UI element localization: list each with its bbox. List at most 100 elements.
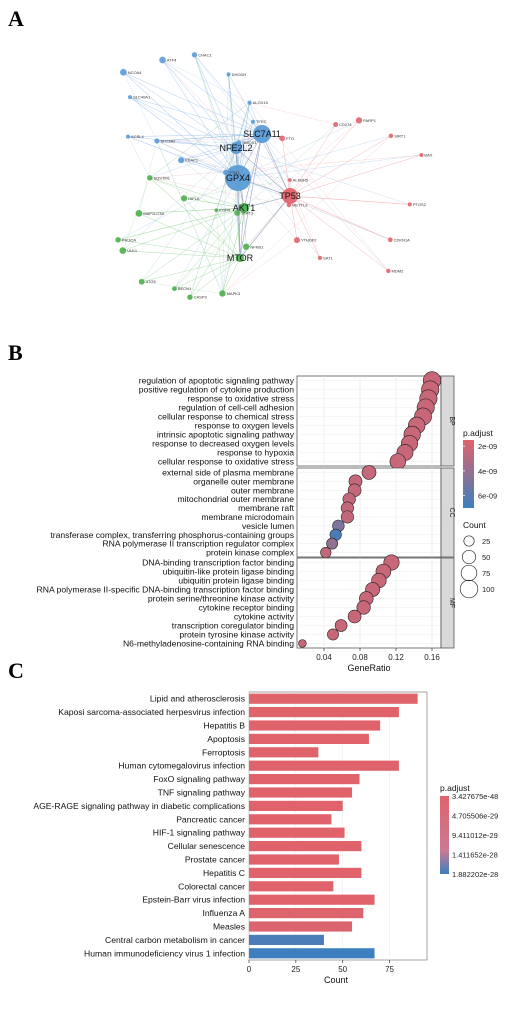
category-label: Colorectal cancer	[178, 881, 245, 891]
network-node-label: METTL3	[292, 203, 308, 208]
network-node-label: FTH1	[229, 170, 240, 175]
network-graph: GPX4 SLC7A11 NFE2L2 TP53 AKT1 MTOR TFRC HMOX1 FT…	[115, 52, 433, 300]
network-edge	[117, 177, 239, 241]
size-legend-circle	[461, 549, 477, 565]
color-legend-title: p.adjust	[463, 428, 493, 438]
network-node-label: PARP1	[363, 118, 377, 123]
network-node-label: STAT3	[241, 210, 254, 215]
network-edge	[289, 195, 391, 240]
go-term-label: transcription coregulator binding	[172, 621, 295, 631]
size-legend-circle	[460, 564, 478, 582]
network-node-label: NFE2L2	[219, 143, 252, 153]
bar	[249, 908, 364, 919]
network-edge	[289, 154, 422, 197]
network-edge	[162, 59, 291, 197]
category-label: Lipid and atherosclerosis	[150, 694, 245, 704]
bar	[249, 800, 343, 811]
network-edge	[237, 154, 422, 179]
network-edge	[174, 207, 245, 289]
network-edges	[117, 54, 422, 298]
network-edge	[246, 195, 291, 247]
network-edge	[162, 59, 237, 149]
color-legend-title: p.adjust	[440, 783, 470, 793]
network-edge	[222, 257, 241, 294]
network-node-label: ULK1	[127, 248, 138, 253]
dot-point	[389, 453, 406, 470]
bar	[249, 854, 339, 865]
network-edge	[222, 207, 245, 294]
x-tick-label: 0.16	[424, 653, 440, 662]
dot-point	[361, 465, 377, 480]
network-node	[219, 290, 226, 297]
network-node-label: HIF1A	[188, 196, 200, 201]
network-edge	[123, 72, 237, 149]
category-label: Central carbon metabolism in cancer	[105, 935, 245, 945]
network-edge	[189, 207, 245, 298]
network-node	[135, 209, 143, 217]
network-edge	[174, 177, 239, 289]
bar	[249, 693, 418, 704]
network-node-label: NCOA4	[128, 70, 143, 75]
network-node-label: SLC7A11	[243, 129, 281, 139]
category-label: Human immunodeficiency virus 1 infection	[84, 948, 245, 958]
network-edge	[129, 97, 291, 197]
bar	[249, 934, 324, 945]
size-legend-title: Count	[463, 520, 486, 530]
category-label: HIF-1 signaling pathway	[153, 828, 246, 838]
network-node	[250, 119, 255, 124]
go-term-label: response to oxidative stress	[187, 394, 294, 404]
network-node-label: PTGS2	[413, 202, 427, 207]
network-edge	[228, 74, 263, 135]
network-node	[180, 195, 188, 202]
network-nodes: GPX4 SLC7A11 NFE2L2 TP53 AKT1 MTOR TFRC HMOX1 FT…	[115, 52, 433, 300]
network-edge	[225, 102, 250, 173]
network-edge	[127, 136, 150, 178]
network-edge	[141, 281, 223, 294]
network-node	[159, 56, 166, 64]
category-label: Apoptosis	[207, 734, 245, 744]
network-edge	[237, 177, 298, 241]
network-edge	[174, 257, 241, 289]
network-edge	[194, 54, 263, 135]
network-edge	[181, 147, 237, 161]
category-label: Hepatitis C	[203, 868, 245, 878]
bar	[249, 921, 353, 932]
network-node	[234, 210, 241, 216]
network-edge	[237, 177, 391, 240]
bar	[249, 733, 369, 744]
category-label: Epstein-Barr virus infection	[142, 895, 245, 905]
go-term-label: positive regulation of cytokine producti…	[139, 385, 294, 395]
color-legend-label: 2e-09	[478, 442, 497, 451]
network-node	[286, 202, 292, 208]
network-edge	[249, 102, 336, 125]
panel-letter-b: B	[8, 340, 23, 365]
network-edge	[123, 72, 263, 135]
network-edge	[149, 177, 241, 259]
go-term-label: external side of plasma membrane	[162, 467, 294, 477]
network-node	[239, 203, 249, 213]
network-edge	[222, 74, 229, 294]
go-term-label: response to oxygen levels	[195, 421, 294, 431]
panel-letter-c: C	[8, 658, 24, 683]
network-edge	[149, 177, 245, 209]
go-term-label: membrane raft	[238, 503, 294, 513]
dot-point	[356, 600, 371, 615]
network-node	[172, 286, 177, 292]
network-edge	[261, 133, 291, 197]
facet-strip-label: BP	[448, 416, 455, 426]
network-edge	[239, 207, 245, 259]
network-node-label: MAPK3	[227, 291, 241, 296]
network-node	[333, 122, 339, 128]
network-node	[243, 243, 250, 250]
color-legend-bar	[440, 796, 449, 874]
dot-point	[298, 639, 307, 648]
category-label: Hepatitis B	[203, 721, 245, 731]
network-node	[282, 188, 298, 204]
bar	[249, 787, 353, 798]
network-edge	[216, 210, 223, 294]
dot-point	[326, 537, 338, 550]
bar	[249, 867, 362, 878]
network-edge	[174, 179, 290, 289]
go-term-label: protein serine/threonine kinase activity	[148, 594, 295, 604]
category-label: Pancreatic cancer	[176, 814, 245, 824]
